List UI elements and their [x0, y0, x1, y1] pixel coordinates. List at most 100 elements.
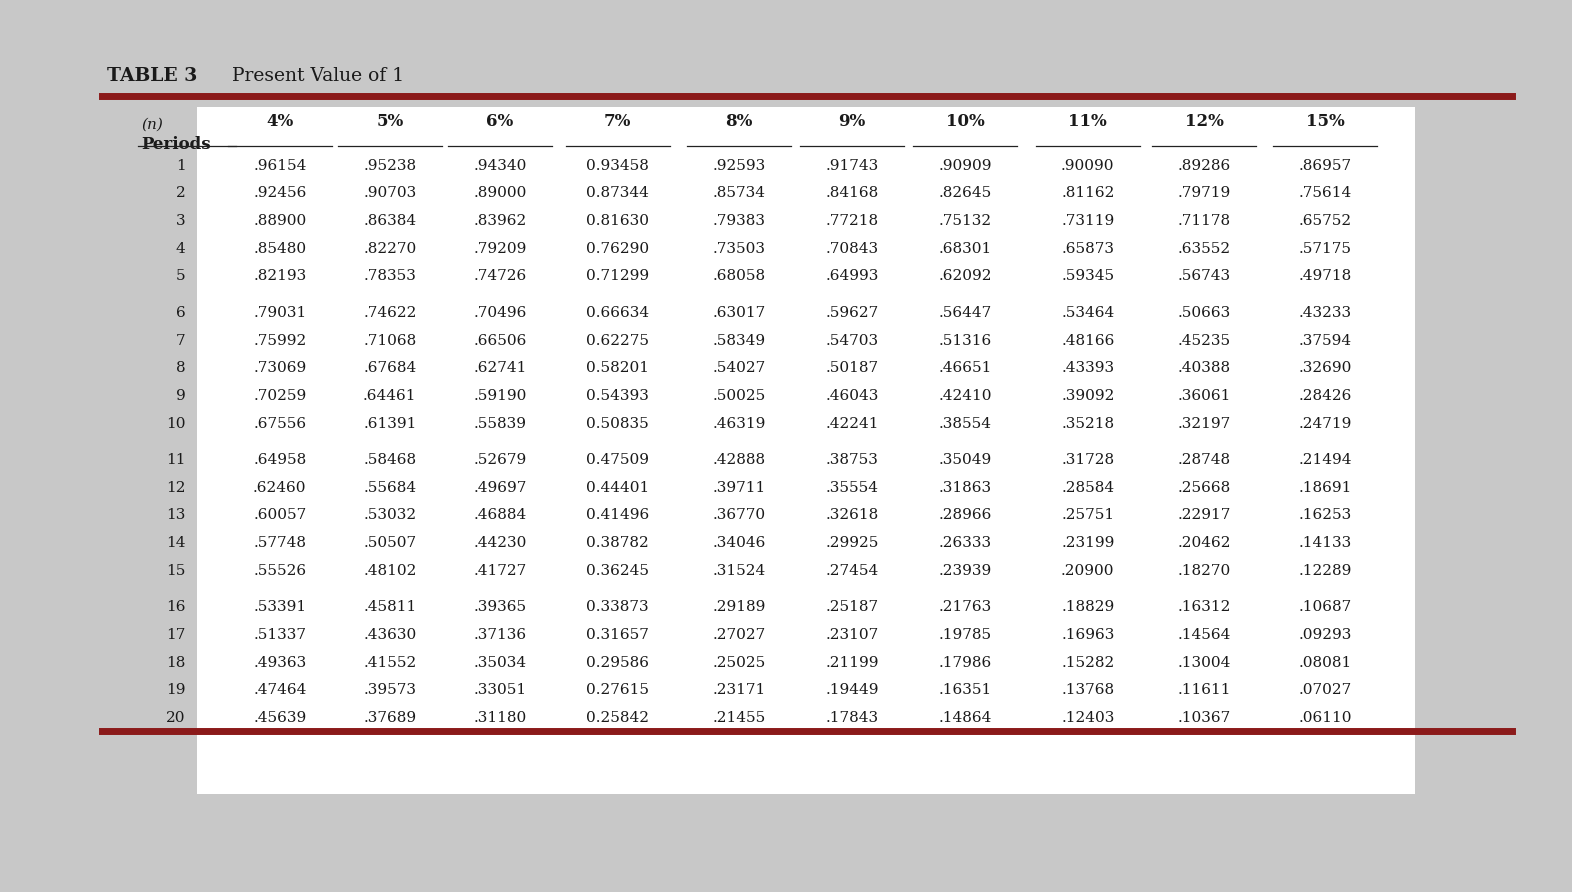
Text: .23171: .23171 — [712, 683, 766, 698]
Text: .59345: .59345 — [1061, 269, 1115, 284]
Text: 12%: 12% — [1185, 113, 1223, 130]
Text: .77218: .77218 — [825, 214, 879, 228]
Text: .58468: .58468 — [363, 453, 417, 467]
Text: .96154: .96154 — [253, 159, 307, 173]
Text: .25025: .25025 — [712, 656, 766, 670]
Text: .49697: .49697 — [473, 481, 527, 495]
Text: .73119: .73119 — [1061, 214, 1115, 228]
Text: .46884: .46884 — [473, 508, 527, 523]
Text: .94340: .94340 — [473, 159, 527, 173]
Text: 0.93458: 0.93458 — [586, 159, 649, 173]
Text: .55839: .55839 — [473, 417, 527, 431]
Text: .37594: .37594 — [1298, 334, 1352, 348]
Text: .57175: .57175 — [1298, 242, 1352, 256]
Text: .81162: .81162 — [1061, 186, 1115, 201]
Text: .71068: .71068 — [363, 334, 417, 348]
Text: .78353: .78353 — [363, 269, 417, 284]
Text: 12: 12 — [167, 481, 185, 495]
Text: .84168: .84168 — [825, 186, 879, 201]
Text: 0.81630: 0.81630 — [586, 214, 649, 228]
Text: .79719: .79719 — [1177, 186, 1231, 201]
Text: .25668: .25668 — [1177, 481, 1231, 495]
Text: .43630: .43630 — [363, 628, 417, 642]
Text: .55684: .55684 — [363, 481, 417, 495]
Text: .48102: .48102 — [363, 564, 417, 578]
Text: .45639: .45639 — [253, 711, 307, 725]
Text: .35218: .35218 — [1061, 417, 1115, 431]
Text: 0.58201: 0.58201 — [586, 361, 649, 376]
Text: .86384: .86384 — [363, 214, 417, 228]
Text: .32690: .32690 — [1298, 361, 1352, 376]
Text: .92593: .92593 — [712, 159, 766, 173]
Text: .37689: .37689 — [363, 711, 417, 725]
Text: 0.47509: 0.47509 — [586, 453, 649, 467]
Text: .25751: .25751 — [1061, 508, 1115, 523]
Text: .75614: .75614 — [1298, 186, 1352, 201]
Text: .90703: .90703 — [363, 186, 417, 201]
Text: .71178: .71178 — [1177, 214, 1231, 228]
Text: .46319: .46319 — [712, 417, 766, 431]
Text: .67684: .67684 — [363, 361, 417, 376]
Text: .21455: .21455 — [712, 711, 766, 725]
Text: .18829: .18829 — [1061, 600, 1115, 615]
Text: 16: 16 — [167, 600, 185, 615]
Text: .40388: .40388 — [1177, 361, 1231, 376]
Text: .43233: .43233 — [1298, 306, 1352, 320]
Text: 4%: 4% — [266, 113, 294, 130]
Text: .64958: .64958 — [253, 453, 307, 467]
Text: .59627: .59627 — [825, 306, 879, 320]
Text: 13: 13 — [167, 508, 185, 523]
Text: .21199: .21199 — [825, 656, 879, 670]
Text: .36770: .36770 — [712, 508, 766, 523]
Text: .23939: .23939 — [938, 564, 992, 578]
Text: .91743: .91743 — [825, 159, 879, 173]
Text: .39092: .39092 — [1061, 389, 1115, 403]
Text: .75992: .75992 — [253, 334, 307, 348]
Text: 0.44401: 0.44401 — [586, 481, 649, 495]
Text: .54027: .54027 — [712, 361, 766, 376]
Text: .67556: .67556 — [253, 417, 307, 431]
Text: 10%: 10% — [946, 113, 984, 130]
Text: 11: 11 — [167, 453, 185, 467]
Text: .62460: .62460 — [253, 481, 307, 495]
Text: .14133: .14133 — [1298, 536, 1352, 550]
Text: .25187: .25187 — [825, 600, 879, 615]
Text: .19785: .19785 — [938, 628, 992, 642]
Text: .53464: .53464 — [1061, 306, 1115, 320]
Text: .63017: .63017 — [712, 306, 766, 320]
Text: 18: 18 — [167, 656, 185, 670]
Text: .24719: .24719 — [1298, 417, 1352, 431]
Text: .28966: .28966 — [938, 508, 992, 523]
Text: .13004: .13004 — [1177, 656, 1231, 670]
Text: 5: 5 — [176, 269, 185, 284]
Text: .54703: .54703 — [825, 334, 879, 348]
Text: .62741: .62741 — [473, 361, 527, 376]
Text: .82193: .82193 — [253, 269, 307, 284]
Text: 0.71299: 0.71299 — [586, 269, 649, 284]
Text: .31728: .31728 — [1061, 453, 1115, 467]
Text: 17: 17 — [167, 628, 185, 642]
Text: .16963: .16963 — [1061, 628, 1115, 642]
Text: .28426: .28426 — [1298, 389, 1352, 403]
Text: .74726: .74726 — [473, 269, 527, 284]
Text: .29189: .29189 — [712, 600, 766, 615]
Text: .59190: .59190 — [473, 389, 527, 403]
Text: .85734: .85734 — [712, 186, 766, 201]
Text: 3: 3 — [176, 214, 185, 228]
Text: 15%: 15% — [1306, 113, 1344, 130]
Text: .32197: .32197 — [1177, 417, 1231, 431]
Text: 0.38782: 0.38782 — [586, 536, 649, 550]
Text: .09293: .09293 — [1298, 628, 1352, 642]
Text: .73069: .73069 — [253, 361, 307, 376]
Text: 9: 9 — [176, 389, 185, 403]
Text: .79031: .79031 — [253, 306, 307, 320]
Text: .75132: .75132 — [938, 214, 992, 228]
Text: .49718: .49718 — [1298, 269, 1352, 284]
Text: .16253: .16253 — [1298, 508, 1352, 523]
Text: .55526: .55526 — [253, 564, 307, 578]
Text: .47464: .47464 — [253, 683, 307, 698]
Text: .29925: .29925 — [825, 536, 879, 550]
Text: .50025: .50025 — [712, 389, 766, 403]
Text: Periods: Periods — [141, 136, 211, 153]
Text: .39711: .39711 — [712, 481, 766, 495]
